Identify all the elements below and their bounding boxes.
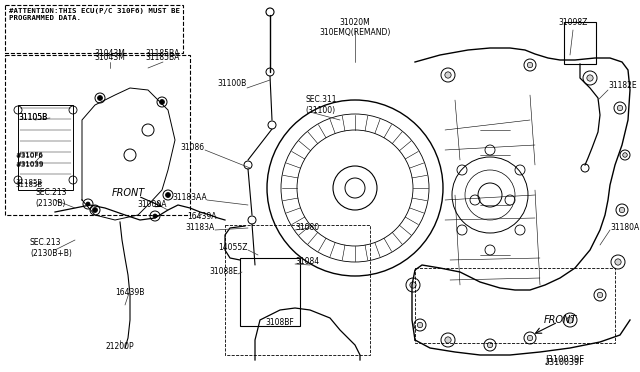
Circle shape [159, 99, 164, 105]
Text: 31084: 31084 [295, 257, 319, 266]
Bar [5, 5, 183, 53]
Text: 16439B: 16439B [115, 288, 145, 297]
Text: 31100B: 31100B [218, 78, 247, 87]
Text: FRONT: FRONT [543, 315, 577, 325]
Text: #ATTENTION:THIS ECU(P/C 310F6) MUST BE
PROGRAMMED DATA.: #ATTENTION:THIS ECU(P/C 310F6) MUST BE P… [9, 8, 180, 21]
Text: #310F6: #310F6 [15, 152, 43, 158]
Circle shape [567, 317, 573, 323]
Circle shape [527, 62, 532, 68]
Text: 31185BA: 31185BA [146, 49, 180, 58]
Circle shape [620, 207, 625, 213]
Bar [240, 258, 300, 326]
Text: 31086: 31086 [181, 144, 205, 153]
Circle shape [445, 72, 451, 78]
Text: 31183AA: 31183AA [172, 193, 207, 202]
Text: SEC.213
(2130B): SEC.213 (2130B) [35, 188, 67, 208]
Text: 31105B: 31105B [18, 113, 47, 122]
Text: J310039F: J310039F [545, 358, 585, 367]
Circle shape [93, 208, 97, 212]
Text: 3108BF: 3108BF [266, 318, 294, 327]
Text: 31182E: 31182E [608, 80, 637, 90]
Text: 16439A: 16439A [188, 212, 217, 221]
Text: 31098Z: 31098Z [558, 18, 588, 27]
Circle shape [410, 282, 416, 288]
Text: 31185B: 31185B [15, 179, 42, 185]
Text: 31080: 31080 [295, 224, 319, 232]
Circle shape [86, 202, 90, 206]
Text: 31043M: 31043M [95, 53, 125, 62]
Text: 31020M
310EMQ(REMAND): 31020M 310EMQ(REMAND) [319, 18, 390, 38]
Text: 14055Z: 14055Z [218, 244, 248, 253]
Circle shape [527, 335, 532, 341]
Text: 31000A: 31000A [137, 200, 167, 209]
Circle shape [587, 75, 593, 81]
Circle shape [445, 337, 451, 343]
Circle shape [166, 192, 170, 198]
Circle shape [417, 322, 422, 328]
Bar [415, 268, 615, 343]
Text: #310F6
#31039: #310F6 #31039 [15, 154, 44, 167]
Text: #31039: #31039 [15, 162, 44, 168]
Bar [564, 22, 596, 64]
Circle shape [623, 153, 627, 157]
Text: 21200P: 21200P [106, 342, 134, 351]
Circle shape [487, 342, 493, 348]
Text: 31183A: 31183A [186, 224, 215, 232]
Text: 31043M: 31043M [95, 49, 125, 58]
Text: 31185BA: 31185BA [146, 53, 180, 62]
Text: 31088E: 31088E [209, 267, 238, 276]
Bar [18, 105, 73, 190]
Bar [225, 225, 370, 355]
Text: 31185B: 31185B [15, 182, 42, 188]
Text: SEC.311
(31100): SEC.311 (31100) [305, 95, 337, 115]
Text: 31105B: 31105B [18, 113, 47, 122]
Bar [5, 55, 190, 215]
Text: FRONT: FRONT [111, 188, 145, 198]
Text: SEC.213
(2130B+B): SEC.213 (2130B+B) [30, 238, 72, 258]
Circle shape [97, 96, 102, 100]
Circle shape [597, 292, 603, 298]
Circle shape [618, 105, 623, 111]
Text: 31180A: 31180A [610, 224, 639, 232]
Circle shape [153, 214, 157, 218]
Circle shape [615, 259, 621, 265]
Text: J310039F: J310039F [545, 355, 584, 364]
